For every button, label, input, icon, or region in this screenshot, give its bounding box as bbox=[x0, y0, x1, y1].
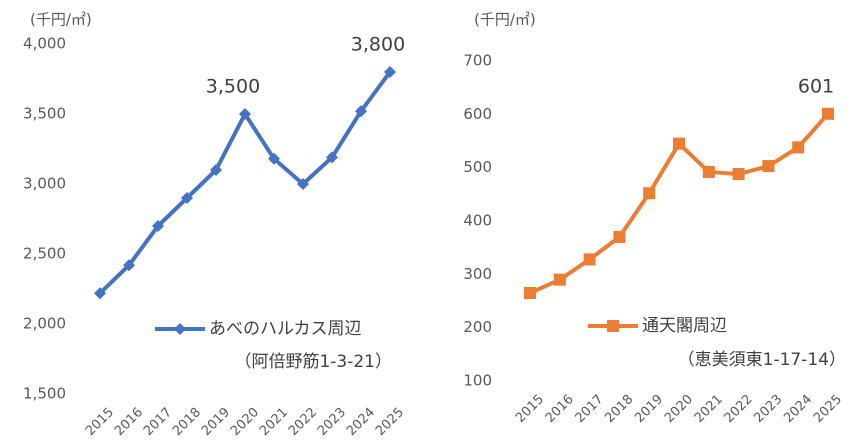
data-point bbox=[297, 178, 309, 190]
y-tick-label: 100 bbox=[463, 372, 492, 390]
x-tick-label: 2019 bbox=[199, 405, 233, 439]
series-line bbox=[98, 70, 392, 295]
x-tick-label: 2024 bbox=[781, 392, 815, 426]
legend-label: 通天閣周辺 bbox=[642, 316, 727, 336]
x-tick-label: 2017 bbox=[141, 405, 175, 439]
legend-label: あべのハルカス周辺 bbox=[209, 319, 362, 339]
x-tick-label: 2023 bbox=[751, 392, 785, 426]
y-tick-label: 500 bbox=[463, 158, 492, 176]
data-point bbox=[326, 151, 338, 164]
data-point bbox=[384, 66, 396, 78]
data-point bbox=[583, 253, 596, 266]
y-tick-label: 400 bbox=[463, 212, 492, 230]
data-point bbox=[355, 105, 367, 118]
x-tick-label: 2025 bbox=[373, 405, 407, 439]
data-point bbox=[607, 320, 619, 332]
data-point bbox=[123, 259, 135, 272]
y-tick-label: 300 bbox=[463, 265, 492, 283]
annotation: （恵美須東1-17-14） bbox=[678, 350, 846, 370]
x-tick-label: 2015 bbox=[83, 405, 117, 439]
x-tick-label: 2021 bbox=[692, 392, 726, 426]
data-label: 3,800 bbox=[351, 34, 405, 56]
y-tick-label: 3,500 bbox=[23, 105, 66, 123]
data-point bbox=[822, 107, 834, 120]
data-point bbox=[181, 192, 193, 204]
x-tick-label: 2025 bbox=[811, 392, 845, 426]
data-point bbox=[268, 152, 280, 165]
unit-label: (千円/㎡) bbox=[30, 11, 92, 29]
x-tick-label: 2019 bbox=[632, 392, 666, 426]
y-tick-label: 4,000 bbox=[23, 35, 66, 53]
data-point bbox=[613, 231, 626, 243]
x-tick-label: 2017 bbox=[573, 392, 607, 426]
data-point bbox=[524, 287, 536, 299]
y-tick-label: 200 bbox=[463, 318, 492, 336]
x-tick-label: 2016 bbox=[112, 405, 146, 439]
x-tick-label: 2018 bbox=[602, 392, 636, 426]
x-tick-label: 2018 bbox=[170, 405, 204, 439]
y-tick-label: 2,000 bbox=[23, 315, 66, 333]
x-tick-label: 2022 bbox=[722, 392, 756, 426]
data-label: 3,500 bbox=[206, 76, 260, 98]
x-tick-label: 2021 bbox=[257, 405, 291, 439]
data-point bbox=[239, 108, 251, 120]
x-tick-label: 2020 bbox=[662, 392, 696, 426]
x-tick-label: 2016 bbox=[543, 392, 577, 426]
x-tick-label: 2022 bbox=[286, 405, 320, 439]
data-point bbox=[152, 220, 164, 232]
annotation: （阿倍野筋1-3-21） bbox=[234, 352, 392, 372]
x-tick-label: 2024 bbox=[344, 405, 378, 439]
data-point bbox=[702, 165, 715, 178]
data-point bbox=[732, 168, 745, 181]
data-point bbox=[94, 287, 106, 300]
y-tick-label: 600 bbox=[463, 105, 492, 123]
data-point bbox=[673, 137, 685, 150]
y-tick-label: 3,000 bbox=[23, 175, 66, 193]
data-point bbox=[553, 273, 566, 286]
data-point bbox=[762, 160, 775, 173]
data-point bbox=[792, 141, 805, 154]
x-tick-label: 2015 bbox=[513, 392, 547, 426]
data-point bbox=[643, 187, 656, 200]
data-label: 601 bbox=[798, 75, 834, 97]
unit-label: (千円/㎡) bbox=[474, 11, 536, 29]
data-point bbox=[174, 323, 186, 335]
y-tick-label: 1,500 bbox=[23, 385, 66, 403]
x-tick-label: 2020 bbox=[228, 405, 262, 439]
data-point bbox=[210, 164, 222, 176]
y-tick-label: 2,500 bbox=[23, 245, 66, 263]
y-tick-label: 700 bbox=[463, 52, 492, 70]
x-tick-label: 2023 bbox=[315, 405, 349, 439]
